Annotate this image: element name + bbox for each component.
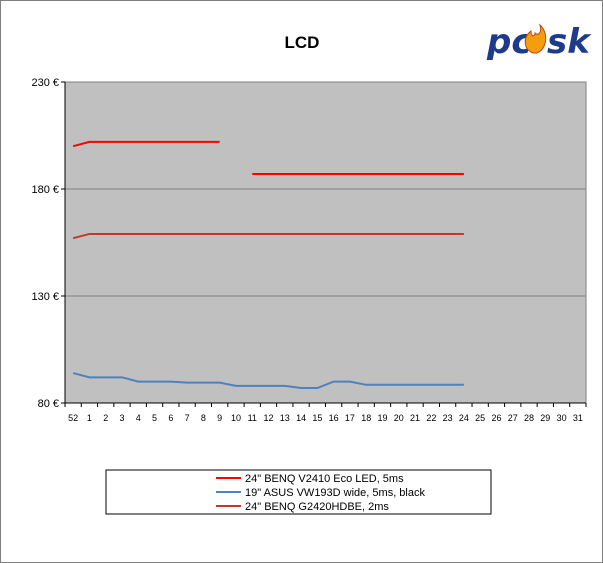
y-axis: 80 € 130 € 180 € 230 € [31, 77, 66, 410]
svg-text:pc: pc [486, 22, 532, 62]
x-tick-label: 8 [201, 413, 206, 423]
flame-icon [524, 23, 547, 54]
x-tick-label: 20 [394, 413, 404, 423]
x-tick-label: 31 [573, 413, 583, 423]
x-tick-label: 16 [329, 413, 339, 423]
x-tick-label: 29 [540, 413, 550, 423]
legend-label: 24" BENQ G2420HDBE, 2ms [245, 501, 389, 513]
x-tick-label: 17 [345, 413, 355, 423]
chart-title: LCD [285, 33, 320, 52]
series-line-2 [72, 372, 464, 390]
x-tick-label: 4 [136, 413, 141, 423]
svg-text:sk: sk [547, 22, 592, 62]
pcosk-logo: pc sk [486, 22, 592, 62]
x-tick-label: 19 [377, 413, 387, 423]
plot-area [64, 81, 587, 404]
x-tick-label: 26 [491, 413, 501, 423]
y-tick-label: 230 € [31, 77, 59, 89]
x-axis: 52 1 2 3 4 5 6 7 8 9 10 11 12 13 14 15 16 17 18 19 20 21 22 23 2… [64, 402, 587, 423]
x-tick-label: 30 [557, 413, 567, 423]
x-tick-label: 24 [459, 413, 469, 423]
x-tick-label: 27 [508, 413, 518, 423]
x-tick-label: 28 [524, 413, 534, 423]
x-tick-label: 10 [231, 413, 241, 423]
x-tick-label: 6 [168, 413, 173, 423]
legend [105, 469, 492, 515]
x-tick-label: 21 [410, 413, 420, 423]
x-tick-label: 5 [152, 413, 157, 423]
x-tick-label: 3 [119, 413, 124, 423]
grid-lines [65, 188, 586, 297]
legend-label: 19" ASUS VW193D wide, 5ms, black [245, 487, 425, 499]
x-tick-label: 18 [361, 413, 371, 423]
x-tick-label: 12 [264, 413, 274, 423]
x-tick-label: 25 [475, 413, 485, 423]
x-tick-label: 22 [426, 413, 436, 423]
x-tick-label: 11 [248, 413, 257, 423]
x-tick-label: 14 [296, 413, 306, 423]
legend-entries: 24" BENQ V2410 Eco LED, 5ms 19" ASUS VW19… [216, 473, 425, 513]
x-tick-label: 13 [280, 413, 290, 423]
x-tick-label: 9 [217, 413, 222, 423]
x-tick-label: 2 [103, 413, 108, 423]
y-tick-label: 180 € [31, 184, 59, 196]
series-line-3 [72, 232, 464, 240]
series-lines [72, 140, 464, 390]
x-tick-label: 7 [185, 413, 190, 423]
x-tick-label: 23 [443, 413, 453, 423]
y-tick-label: 80 € [38, 398, 59, 410]
x-tick-label: 1 [87, 413, 92, 423]
series-line-1 [72, 140, 220, 148]
y-tick-label: 130 € [31, 291, 59, 303]
x-tick-label: 52 [68, 413, 78, 423]
x-tick-label: 15 [312, 413, 322, 423]
legend-label: 24" BENQ V2410 Eco LED, 5ms [245, 473, 404, 485]
